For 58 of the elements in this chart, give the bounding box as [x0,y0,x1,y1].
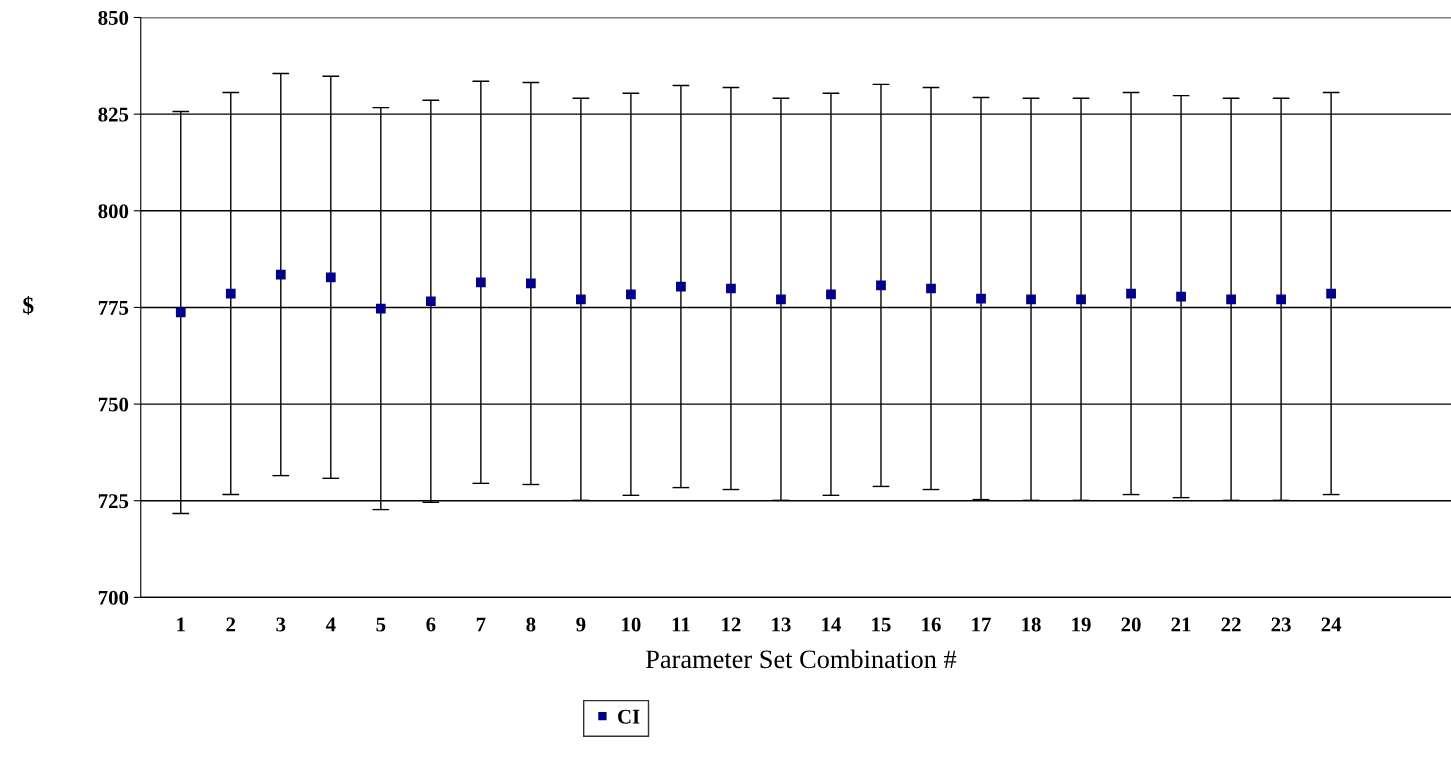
x-tick-label: 20 [1121,617,1141,632]
x-tick-label: 14 [822,617,841,632]
point [876,280,886,291]
legend-label: CI [618,709,640,724]
point [1326,288,1336,299]
point [826,289,836,300]
point [626,289,636,300]
x-tick-label: 5 [376,617,386,632]
x-tick-label: 1 [177,617,185,632]
y-axis-title: $ [23,296,34,315]
point [1226,294,1236,305]
y-tick-label: 800 [98,204,129,219]
point [526,278,536,289]
point [275,269,286,280]
point [175,307,186,318]
x-tick-label: 2 [226,617,236,632]
y-tick-label: 700 [98,590,129,605]
x-tick-label: 7 [476,617,486,632]
point [425,296,436,307]
point [1126,288,1136,299]
x-tick-label: 21 [1171,617,1191,632]
x-tick-label: 16 [922,617,941,632]
x-tick-label: 15 [872,617,891,632]
point [225,288,236,299]
point [776,294,786,305]
point [976,293,986,304]
x-tick-label: 8 [526,617,536,632]
y-tick-label: 750 [98,397,129,412]
point [1026,294,1036,305]
y-tick-label: 725 [98,494,129,509]
point [1276,294,1286,305]
x-tick-label: 12 [722,617,741,632]
x-tick-label: 19 [1072,617,1091,632]
point [325,272,336,283]
x-tick-label: 11 [672,617,690,632]
x-tick-label: 23 [1271,617,1291,632]
x-tick-label: 3 [276,617,286,632]
point [576,294,586,305]
point [726,283,736,294]
y-tick-label: 850 [98,10,129,25]
point [676,281,686,292]
x-tick-label: 22 [1221,617,1241,632]
y-tick-label: 775 [98,301,129,315]
x-tick-label: 18 [1022,617,1041,632]
x-tick-label: 24 [1321,617,1342,632]
x-tick-label: 4 [325,617,336,632]
point [1076,294,1086,305]
x-tick-label: 17 [972,617,991,632]
point [926,283,936,294]
y-tick-label: 825 [98,107,129,122]
x-axis-title: Parameter Set Combination # [645,649,957,669]
x-tick-label: 13 [772,617,791,632]
x-tick-label: 6 [426,617,436,632]
point [475,277,486,288]
x-tick-label: 10 [622,617,641,632]
point [375,303,386,314]
point [1176,291,1186,302]
x-tick-label: 9 [576,617,586,632]
